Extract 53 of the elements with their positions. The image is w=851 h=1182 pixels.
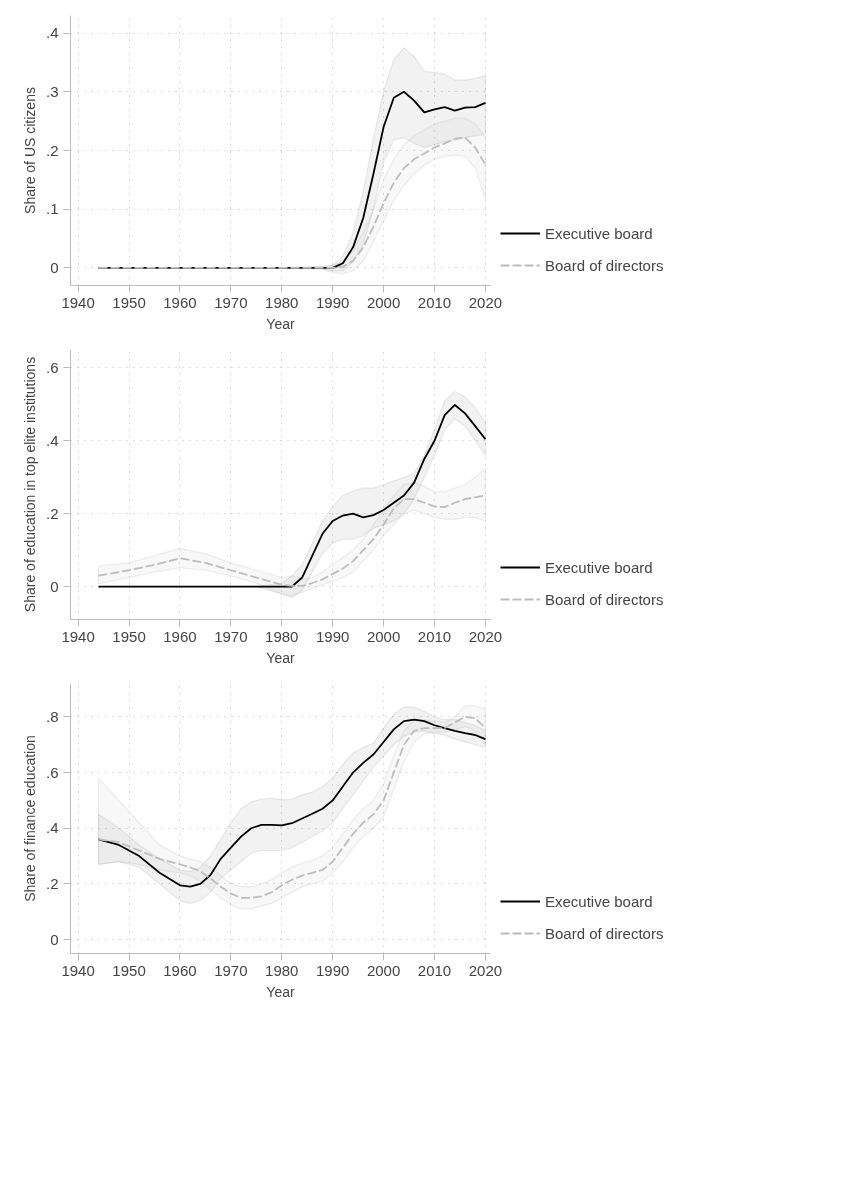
y-tick-label: .2: [45, 141, 59, 159]
x-axis-title: Year: [266, 315, 295, 332]
x-tick-label: 2010: [417, 627, 452, 645]
x-tick-label: 1960: [163, 293, 197, 311]
y-tick-label: .6: [45, 358, 59, 376]
y-tick-label: .4: [45, 24, 59, 42]
x-tick-label: 2000: [366, 961, 401, 979]
y-tick-label: .3: [45, 82, 59, 100]
x-tick-label: 1970: [214, 627, 248, 645]
x-tick-label: 1940: [61, 293, 95, 311]
x-tick-label: 2010: [417, 293, 452, 311]
y-axis-title: Share of finance education: [21, 735, 38, 902]
y-tick-label: .4: [45, 431, 59, 449]
y-tick-label: .1: [45, 200, 59, 218]
y-tick-label: .2: [45, 504, 59, 522]
x-tick-label: 1990: [316, 961, 350, 979]
x-tick-label: 1940: [61, 961, 95, 979]
y-axis-title: Share of US citizens: [21, 87, 38, 214]
x-tick-label: 1970: [214, 961, 248, 979]
x-tick-label: 2020: [468, 961, 503, 979]
x-tick-label: 1950: [112, 293, 146, 311]
x-tick-label: 1960: [163, 961, 197, 979]
x-axis-title: Year: [266, 649, 295, 666]
legend-label: Executive board: [545, 224, 653, 242]
x-tick-label: 1990: [316, 293, 350, 311]
legend-label: Board of directors: [545, 924, 664, 942]
y-tick-label: 0: [50, 258, 59, 276]
x-tick-label: 2000: [366, 293, 401, 311]
x-tick-label: 1950: [112, 627, 146, 645]
y-tick-label: 0: [50, 930, 59, 948]
x-tick-label: 1990: [316, 627, 350, 645]
x-tick-label: 1960: [163, 627, 197, 645]
x-tick-label: 1940: [61, 627, 95, 645]
y-tick-label: .4: [45, 819, 59, 837]
x-axis-title: Year: [266, 983, 295, 1000]
x-tick-label: 2000: [366, 627, 401, 645]
y-tick-label: .2: [45, 874, 59, 892]
x-tick-label: 1980: [265, 293, 299, 311]
legend-label: Board of directors: [545, 256, 664, 274]
y-tick-label: .6: [45, 763, 59, 781]
x-tick-label: 1970: [214, 293, 248, 311]
y-axis-title: Share of education in top elite institutions: [21, 356, 38, 613]
x-tick-label: 1950: [112, 961, 146, 979]
legend-label: Board of directors: [545, 590, 664, 608]
y-tick-label: .8: [45, 707, 59, 725]
legend-label: Executive board: [545, 892, 653, 910]
x-tick-label: 2020: [468, 627, 503, 645]
x-tick-label: 1980: [265, 627, 299, 645]
x-tick-label: 2020: [468, 293, 503, 311]
x-tick-label: 1980: [265, 961, 299, 979]
y-tick-label: 0: [50, 577, 59, 595]
x-tick-label: 2010: [417, 961, 452, 979]
legend-label: Executive board: [545, 558, 653, 576]
